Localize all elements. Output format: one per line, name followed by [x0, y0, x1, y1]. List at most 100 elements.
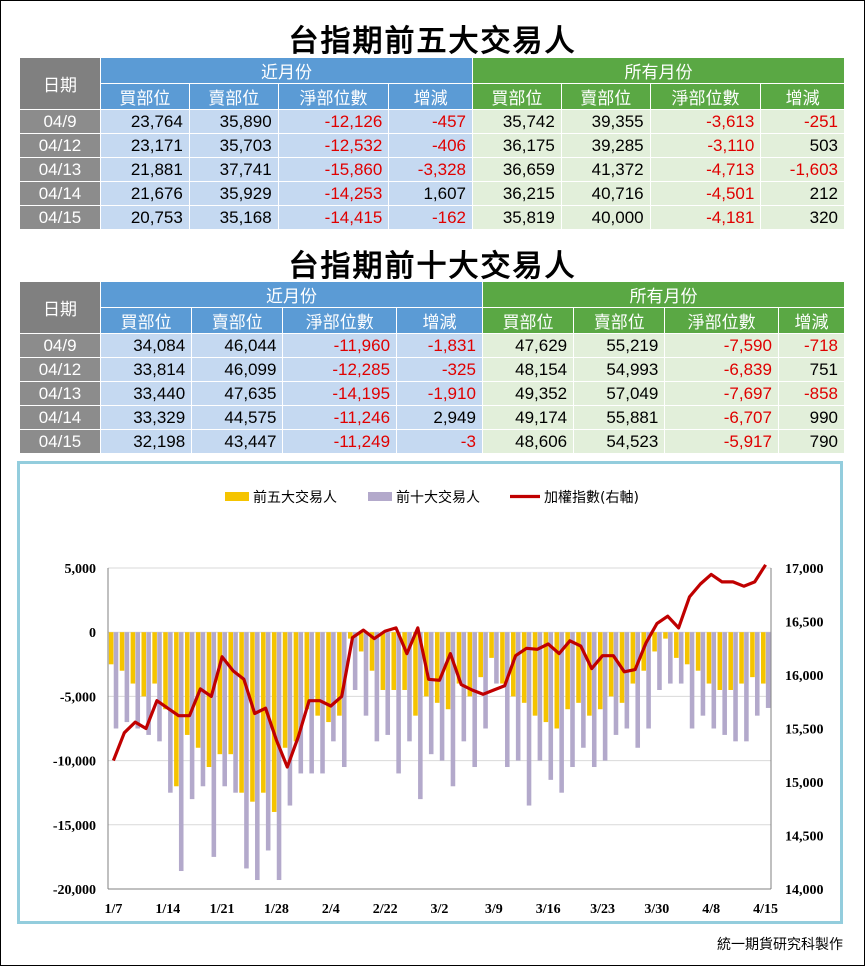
top5-bar — [543, 632, 549, 723]
table-cell: -12,285 — [282, 357, 398, 382]
table-cell: 36,659 — [471, 157, 562, 182]
left-axis-tick-label: -20,000 — [53, 883, 96, 898]
table-cell: 47,629 — [481, 333, 575, 358]
left-axis-tick-label: 5,000 — [65, 562, 97, 577]
top10-bar — [483, 632, 488, 729]
top10-bar — [515, 632, 521, 761]
top5-bar — [195, 632, 201, 748]
top5-bar — [163, 632, 168, 710]
table-row: 04/15 32,198 43,447 -11,249 -3 48,606 54,523 -5… — [19, 429, 846, 454]
table-cell: 790 — [777, 429, 846, 454]
top10-bar — [657, 632, 662, 690]
row-date: 04/13 — [19, 157, 101, 182]
table-cell: 33,440 — [99, 381, 193, 406]
table-cell: 37,741 — [188, 157, 279, 182]
top10-bar — [505, 632, 510, 768]
right-axis-tick-label: 15,000 — [785, 776, 824, 791]
table-row: 04/12 23,171 35,703 -12,532 -406 36,175 39,285… — [19, 133, 845, 158]
table-row: 04/15 20,753 35,168 -14,415 -162 35,819 40,000… — [19, 205, 845, 230]
legend-label: 加權指數(右軸) — [544, 490, 639, 506]
row-date: 04/12 — [19, 133, 101, 158]
column-header: 賣部位 — [573, 307, 666, 334]
table-cell: -1,831 — [396, 333, 483, 358]
table-cell: 47,635 — [191, 381, 284, 406]
row-date: 04/15 — [19, 429, 101, 454]
left-axis-tick-label: -15,000 — [53, 819, 96, 834]
index-line — [111, 563, 767, 769]
table-cell: 35,168 — [188, 205, 279, 230]
top5-bar — [489, 632, 494, 658]
date-header: 日期 — [19, 281, 101, 334]
top5-bar — [304, 632, 310, 710]
top10-title: 台指期前十大交易人 — [288, 249, 577, 284]
table-cell: -11,249 — [282, 429, 398, 454]
table-cell: -1,603 — [760, 157, 845, 182]
top5-bar — [608, 632, 614, 697]
left-axis-tick-label: -5,000 — [60, 690, 96, 705]
table-cell: -12,532 — [277, 133, 390, 158]
x-axis-tick-label: 3/16 — [536, 902, 561, 917]
top5-bar — [326, 632, 331, 723]
table-cell: -325 — [396, 357, 483, 382]
top10-bar — [548, 632, 554, 780]
top5-bar — [217, 632, 223, 755]
table-cell: 39,285 — [560, 133, 651, 158]
top10-bar — [341, 632, 347, 768]
top10-bar — [200, 632, 206, 787]
top10-bar — [352, 632, 358, 690]
table-cell: 990 — [777, 405, 846, 430]
table-cell: 35,703 — [188, 133, 279, 158]
column-header: 增減 — [388, 83, 473, 110]
top5-bar — [684, 632, 690, 665]
top10-bar — [113, 632, 119, 729]
table-cell: -12,126 — [277, 109, 390, 134]
top10-bar — [363, 632, 369, 716]
table-cell: -7,590 — [664, 333, 779, 358]
all-month-header: 所有月份 — [471, 57, 846, 84]
table-cell: 34,084 — [99, 333, 193, 358]
top5-bar — [228, 632, 233, 755]
top10-bar — [624, 632, 630, 729]
table-cell: 23,764 — [100, 109, 190, 134]
top5-bar — [250, 632, 255, 802]
table-cell: -6,707 — [664, 405, 779, 430]
top10-bar — [646, 632, 651, 729]
top5-bar — [141, 632, 147, 697]
top10-bar — [526, 632, 532, 806]
x-axis-tick-label: 1/21 — [210, 902, 235, 917]
table-cell: 35,819 — [471, 205, 562, 230]
table-cell: 21,676 — [100, 181, 190, 206]
x-axis-tick-label: 3/2 — [431, 902, 449, 917]
top5-bar — [402, 632, 407, 690]
table-cell: -457 — [388, 109, 473, 134]
table-cell: -6,839 — [664, 357, 779, 382]
x-axis-tick-label: 2/22 — [373, 902, 398, 917]
legend-swatch — [368, 492, 392, 501]
top5-bar — [337, 632, 342, 716]
table-cell: 54,993 — [573, 357, 666, 382]
top5-position-table: 日期 近月份 所有月份 買部位 賣部位 淨部位數 增減 買部位 賣部位 淨部位數 增減 04/… — [19, 57, 846, 230]
table-cell: 46,044 — [191, 333, 284, 358]
table-cell: -251 — [760, 109, 845, 134]
x-axis-tick-label: 3/9 — [485, 902, 503, 917]
top5-bar — [652, 632, 657, 652]
table-cell: -14,195 — [282, 381, 398, 406]
left-axis-tick-label: -10,000 — [53, 755, 96, 770]
x-axis-tick-label: 1/7 — [104, 902, 122, 917]
top5-bar — [271, 632, 277, 812]
top10-bar — [602, 632, 608, 761]
left-axis-tick-label: 0 — [89, 626, 96, 641]
all-month-header: 所有月份 — [481, 281, 846, 308]
top5-bar — [500, 632, 505, 684]
top10-bar — [711, 632, 717, 729]
column-header: 增減 — [760, 83, 845, 110]
top10-bar — [233, 632, 238, 793]
table-cell: -14,415 — [277, 205, 390, 230]
top5-bar — [565, 632, 570, 710]
x-axis-tick-label: 2/4 — [322, 902, 340, 917]
top10-position-table: 日期 近月份 所有月份 買部位 賣部位 淨部位數 增減 買部位 賣部位 淨部位數 增減 04/… — [19, 281, 846, 454]
top5-bar — [293, 632, 299, 742]
top10-bar — [124, 632, 130, 723]
table-cell: 48,606 — [481, 429, 575, 454]
table-cell: 44,575 — [191, 405, 284, 430]
